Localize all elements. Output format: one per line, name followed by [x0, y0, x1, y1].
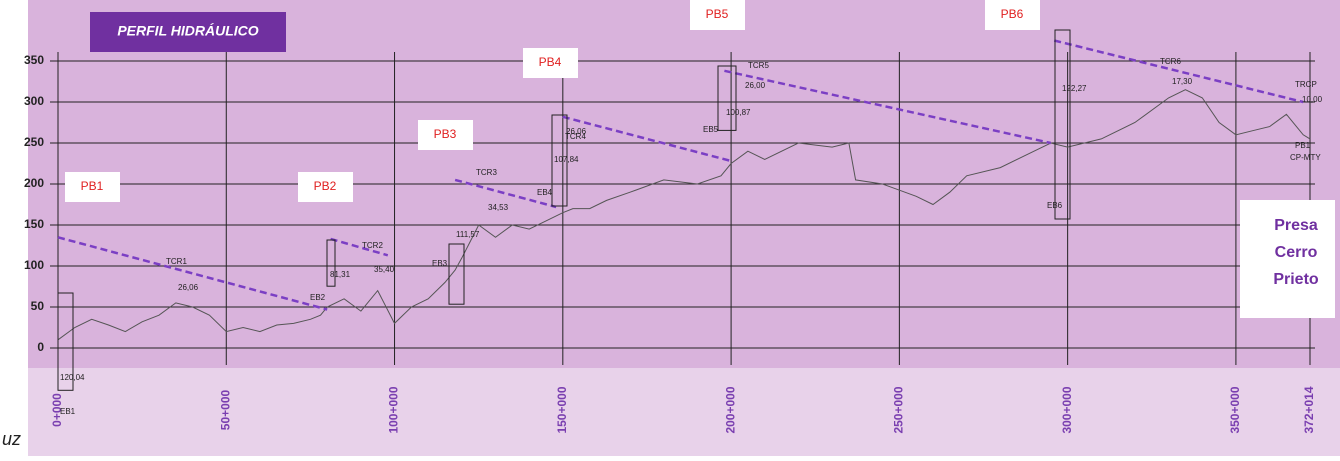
grade-line — [330, 237, 389, 257]
station-label: PB6 — [1001, 7, 1024, 21]
annotation: 111,57 — [456, 230, 480, 239]
station-outline — [717, 65, 737, 131]
annotation: TCR4 — [565, 132, 586, 141]
destination-label: Prieto — [1273, 271, 1319, 288]
annotation: TCR3 — [476, 168, 497, 177]
station-outline — [57, 292, 74, 391]
axis-background — [28, 368, 1340, 456]
x-tick-label: 300+000 — [1060, 386, 1074, 433]
x-tick-label: 372+014 — [1302, 386, 1316, 433]
annotation: 26,00 — [745, 81, 766, 90]
annotation: 107,84 — [554, 155, 579, 164]
y-tick-label: 350 — [24, 53, 44, 67]
annotation: TCR6 — [1160, 57, 1181, 66]
station-label: PB1 — [81, 179, 104, 193]
station-label: PB3 — [434, 127, 457, 141]
station-box — [690, 0, 745, 30]
y-tick-label: 200 — [24, 176, 44, 190]
destination-label: Presa — [1274, 217, 1318, 234]
destination-box — [1240, 200, 1335, 318]
annotation: 26,06 — [178, 283, 199, 292]
y-tick-label: 50 — [31, 299, 45, 313]
station-label: PB2 — [314, 179, 337, 193]
annotation: EB4 — [537, 188, 553, 197]
y-tick-label: 100 — [24, 258, 44, 272]
annotation: EB6 — [1047, 201, 1063, 210]
annotation: EB2 — [310, 293, 326, 302]
annotation: EB1 — [60, 407, 76, 416]
station-box — [418, 120, 473, 150]
annotation: CP-MTY — [1290, 153, 1321, 162]
station-box — [985, 0, 1040, 30]
x-tick-label: 100+000 — [387, 386, 401, 433]
y-tick-label: 300 — [24, 94, 44, 108]
annotation: 100,87 — [726, 108, 751, 117]
title-box — [90, 12, 286, 52]
annotation: 35,40 — [374, 265, 395, 274]
station-box — [523, 48, 578, 78]
x-tick-label: 350+000 — [1228, 386, 1242, 433]
annotation: TCR5 — [748, 61, 769, 70]
station-outline — [1054, 29, 1071, 220]
grade-line — [1053, 39, 1304, 104]
grade-line — [454, 178, 557, 209]
grade-line — [724, 69, 1052, 145]
x-tick-label: 50+000 — [218, 389, 232, 430]
annotation: 120,04 — [60, 373, 85, 382]
corner-text: uz — [2, 429, 21, 449]
grade-line — [57, 236, 328, 311]
chart-title: PERFIL HIDRÁULICO — [117, 23, 258, 39]
x-tick-label: 250+000 — [892, 386, 906, 433]
station-box — [298, 172, 353, 202]
x-tick-label: 200+000 — [723, 386, 737, 433]
station-outline — [448, 243, 465, 305]
annotation: TRCP — [1295, 80, 1317, 89]
annotation: TCR1 — [166, 257, 187, 266]
y-tick-label: 150 — [24, 217, 44, 231]
y-tick-label: 0 — [37, 340, 44, 354]
annotation: 34,53 — [488, 203, 509, 212]
annotation: PB1 — [1295, 141, 1311, 150]
x-tick-label: 150+000 — [555, 386, 569, 433]
annotation: 81,31 — [330, 270, 351, 279]
station-outline — [326, 239, 336, 287]
station-box — [65, 172, 120, 202]
y-tick-label: 250 — [24, 135, 44, 149]
annotation: 10,00 — [1302, 95, 1323, 104]
destination-label: Cerro — [1275, 244, 1318, 261]
x-tick-label: 0+000 — [50, 393, 64, 427]
annotation: TCR2 — [362, 241, 383, 250]
annotation: 17,30 — [1172, 77, 1193, 86]
station-outline — [551, 114, 568, 207]
annotation: 122,27 — [1062, 84, 1087, 93]
annotation: EB5 — [703, 125, 719, 134]
annotation: 26,06 — [566, 127, 587, 136]
station-label: PB5 — [706, 7, 729, 21]
terrain-line — [57, 89, 1311, 341]
station-label: PB4 — [539, 55, 562, 69]
annotation: EB3 — [432, 259, 448, 268]
grade-line — [562, 115, 732, 163]
